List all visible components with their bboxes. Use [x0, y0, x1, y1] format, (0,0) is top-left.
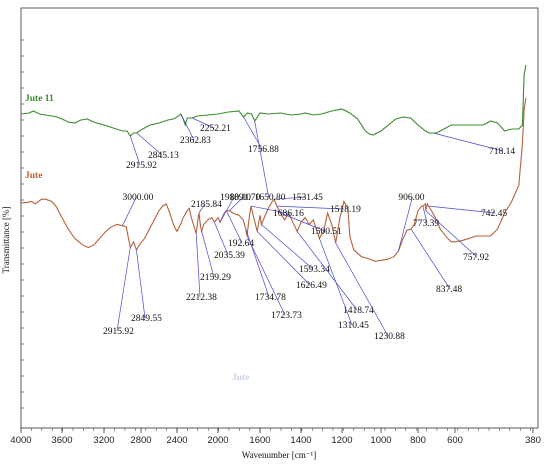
- peak-label: 2185.84: [191, 200, 222, 210]
- peak-label: 1650.80: [255, 193, 286, 203]
- annotation-leader: [229, 196, 244, 211]
- x-tick-label: 4000: [10, 435, 31, 446]
- peak-label: 1531.45: [292, 193, 323, 203]
- peak-label: 1686.16: [273, 209, 304, 219]
- annotation-leader: [276, 205, 345, 210]
- annotation-leader: [116, 247, 131, 332]
- annotation-leader: [296, 231, 358, 311]
- x-tick-label: 1000: [370, 435, 391, 446]
- annotation-leader: [428, 205, 496, 214]
- axes: 4000 3600 3200 2800 2400 2000 1600 1400 1200 1000…: [10, 7, 541, 446]
- peak-label: 1500.51: [311, 227, 342, 237]
- peak-label: 2915.92: [126, 161, 157, 171]
- annotation-leader: [245, 228, 270, 298]
- annotation-leader: [198, 203, 206, 214]
- annotation-leader: [246, 235, 286, 316]
- peak-label: 2849.55: [131, 314, 162, 324]
- x-tick-label: 3600: [51, 435, 72, 446]
- annotation-leader: [335, 242, 389, 337]
- plot-frame: [20, 7, 539, 429]
- peak-label: 1723.73: [271, 311, 302, 321]
- peak-label: 2915.92: [103, 327, 134, 337]
- y-axis-label: Transmittance [%]: [1, 207, 11, 274]
- annotation-leader: [180, 113, 195, 141]
- annotation-leader: [192, 117, 215, 129]
- x-tick-label: 1600: [249, 435, 270, 446]
- annotation-leader: [433, 132, 504, 152]
- annotation-leader: [136, 249, 146, 319]
- peak-label: 1310.45: [338, 321, 369, 331]
- annotation-leader: [280, 212, 326, 232]
- peak-label: 1230.88: [374, 332, 405, 342]
- annotation-leader: [261, 224, 314, 270]
- peak-label: 1518.19: [330, 205, 361, 215]
- peak-label: 192.64: [228, 239, 254, 249]
- peak-label: 773.39: [413, 219, 439, 229]
- x-tick-label: 1200: [331, 435, 352, 446]
- peak-label: 718.14: [489, 147, 515, 157]
- x-tick-label: 600: [447, 435, 463, 446]
- peak-label: 1734.78: [255, 293, 286, 303]
- annotation-leader: [425, 210, 478, 258]
- annotation-leader: [250, 205, 288, 214]
- peak-label: 2252.21: [200, 124, 231, 134]
- peak-label: 906.00: [398, 193, 424, 203]
- x-tick-label: 1400: [290, 435, 311, 446]
- x-tick-label: 2800: [130, 435, 151, 446]
- peak-label: 757.92: [463, 253, 489, 263]
- faint-label: Jute: [232, 373, 249, 383]
- peak-label: 1980.10: [220, 193, 251, 203]
- annotation-leader: [226, 210, 243, 244]
- annotation-leader: [219, 196, 235, 223]
- peak-label: 3000.00: [123, 193, 154, 203]
- peak-label: 837.48: [436, 285, 462, 295]
- annotation-leader: [195, 233, 201, 298]
- peak-label: 1593.34: [299, 265, 330, 275]
- annotation-leader: [398, 196, 413, 252]
- peak-label: 1418.74: [343, 306, 374, 316]
- annotation-leader: [136, 132, 163, 156]
- peak-label: 1891.70: [229, 193, 260, 203]
- peak-label: 1626.49: [296, 281, 327, 291]
- peak-label: 2212.38: [186, 293, 217, 303]
- series-label: Jute: [25, 171, 42, 181]
- series-line: [21, 97, 527, 262]
- annotation-leader: [201, 231, 215, 278]
- annotation-leader: [214, 222, 229, 256]
- annotation-leader: [254, 120, 270, 198]
- x-tick-label: 380: [525, 435, 541, 446]
- peak-label: 2035.39: [214, 251, 245, 261]
- annotation-leader: [410, 228, 451, 290]
- x-axis-label: Wavenumber [cm⁻¹]: [242, 450, 316, 460]
- x-tick-label: 2400: [166, 435, 187, 446]
- annotation-leader: [129, 135, 141, 166]
- annotation-leader: [422, 206, 428, 224]
- x-tick-label: 3200: [93, 435, 114, 446]
- peak-label: 2362.83: [180, 136, 211, 146]
- x-tick-label: 800: [410, 435, 426, 446]
- peak-label: 742.45: [481, 209, 507, 219]
- annotation-leader: [122, 196, 137, 226]
- annotation-leader: [256, 231, 311, 286]
- annotation-leader: [274, 196, 307, 200]
- peak-label: 2845.13: [148, 151, 179, 161]
- peak-label: 2159.29: [200, 273, 231, 283]
- annotation-layer: Jute 11Jute2915.922845.132362.832252.211…: [25, 94, 515, 383]
- series-label: Jute 11: [25, 94, 54, 104]
- annotation-leader: [319, 238, 353, 326]
- x-tick-label: 2000: [207, 435, 228, 446]
- peak-label: 1756.88: [248, 145, 279, 155]
